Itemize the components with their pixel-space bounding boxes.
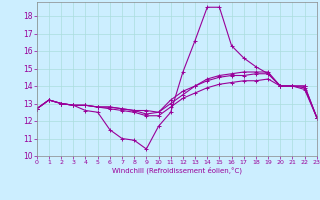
X-axis label: Windchill (Refroidissement éolien,°C): Windchill (Refroidissement éolien,°C)	[112, 167, 242, 174]
